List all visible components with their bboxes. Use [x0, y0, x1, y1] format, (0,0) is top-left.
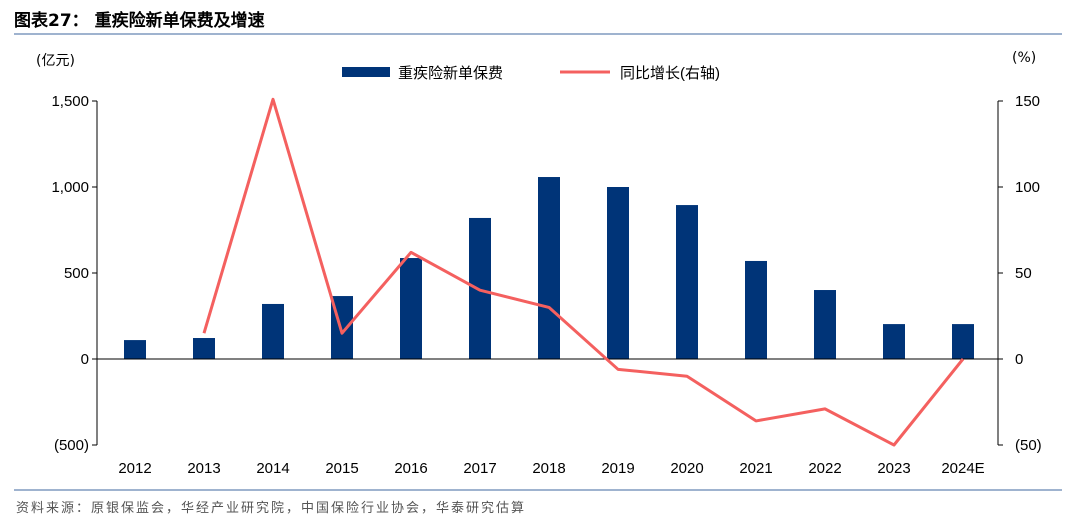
x-tick-label: 2017: [463, 460, 496, 477]
bar-2023: [883, 324, 905, 359]
growth-line: [202, 97, 965, 447]
legend-line-label: 同比增长(右轴): [620, 65, 720, 82]
bar-2013: [193, 338, 215, 359]
x-tick-label: 2023: [877, 460, 910, 477]
x-tick-label: 2014: [256, 460, 289, 477]
bar-2024E: [952, 324, 974, 359]
x-tick-label: 2022: [808, 460, 841, 477]
right-tick-label: 100: [1015, 179, 1040, 196]
source-note: 资料来源：原银保监会，华经产业研究院，中国保险行业协会，华泰研究估算: [16, 501, 527, 516]
right-axis-unit: (%): [1012, 50, 1037, 66]
left-tick-label: (500): [54, 437, 89, 454]
bar-2014: [262, 303, 284, 359]
x-tick-label: 2020: [670, 460, 703, 477]
bar-2021: [745, 260, 767, 359]
right-tick-label: 0: [1015, 351, 1023, 368]
bar-2020: [676, 205, 698, 359]
x-tick-label: 2024E: [941, 460, 984, 477]
left-tick-label: 0: [81, 351, 89, 368]
x-tick-label: 2016: [394, 460, 427, 477]
top-rule: [14, 33, 1062, 35]
x-tick-label: 2019: [601, 460, 634, 477]
right-tick-label: 50: [1015, 265, 1032, 282]
bar-2016: [400, 258, 422, 359]
bottom-rule: [14, 489, 1062, 491]
left-tick-label: 500: [64, 265, 89, 282]
bar-2012: [124, 340, 146, 359]
figure-title: 图表27： 重疾险新单保费及增速: [14, 11, 265, 31]
left-axis-unit: (亿元): [36, 53, 75, 69]
right-tick-label: 150: [1015, 93, 1040, 110]
bar-2018: [538, 177, 560, 359]
bar-2022: [814, 290, 836, 359]
bar-2019: [607, 187, 629, 359]
left-tick-label: 1,500: [51, 93, 89, 110]
legend-bar-label: 重疾险新单保费: [398, 65, 503, 82]
left-tick-label: 1,000: [51, 179, 89, 196]
x-tick-label: 2021: [739, 460, 772, 477]
x-tick-label: 2018: [532, 460, 565, 477]
x-tick-label: 2012: [118, 460, 151, 477]
right-tick-label: (50): [1015, 437, 1042, 454]
legend-bar-swatch: [342, 67, 390, 77]
x-tick-label: 2013: [187, 460, 220, 477]
x-tick-label: 2015: [325, 460, 358, 477]
bar-2017: [469, 217, 491, 359]
